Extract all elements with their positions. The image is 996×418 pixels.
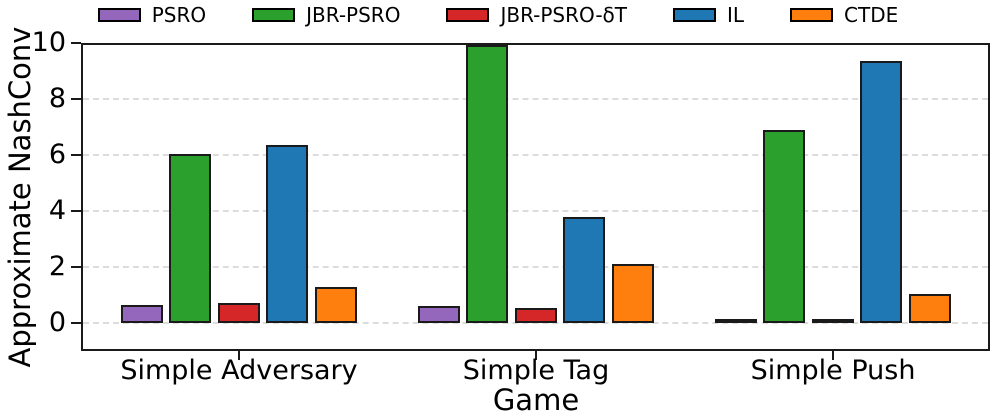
bar-IL-Simple Adversary xyxy=(266,145,309,323)
x-tick-label: Simple Push xyxy=(750,355,916,386)
x-tick-mark xyxy=(238,351,240,360)
y-tick-label: 6 xyxy=(48,139,66,170)
bar-JBR-PSRO-Simple Tag xyxy=(466,45,509,323)
bar-PSRO-Simple Tag xyxy=(418,306,460,323)
bar-JBR-PSRO-δT-Simple Adversary xyxy=(217,302,260,323)
y-tick-label: 10 xyxy=(31,27,66,58)
plot-area xyxy=(81,43,990,351)
bar-JBR-PSRO-δT-Simple Push xyxy=(811,318,854,323)
bar-CTDE-Simple Adversary xyxy=(314,287,357,323)
y-tick-mark xyxy=(71,154,81,156)
bar-PSRO-Simple Adversary xyxy=(121,304,163,323)
legend-item-3: IL xyxy=(673,3,744,27)
bar-JBR-PSRO-Simple Adversary xyxy=(169,153,212,323)
legend-swatch-icon xyxy=(673,8,716,22)
gridline-y2 xyxy=(83,266,988,268)
legend: PSRO JBR-PSRO JBR-PSRO-δT IL CTDE xyxy=(0,3,996,27)
x-axis-label: Game xyxy=(492,383,580,417)
y-tick-mark xyxy=(71,98,81,100)
legend-swatch-icon xyxy=(252,8,296,22)
y-tick-label: 2 xyxy=(48,251,66,282)
legend-item-1: JBR-PSRO xyxy=(252,3,400,27)
gridline-y4 xyxy=(83,210,988,212)
x-tick-mark xyxy=(832,351,834,360)
legend-swatch-icon xyxy=(97,8,141,22)
legend-item-0: PSRO xyxy=(97,3,207,27)
legend-swatch-icon xyxy=(790,8,834,22)
gridline-y8 xyxy=(83,98,988,100)
bar-IL-Simple Push xyxy=(860,61,903,323)
y-tick-mark xyxy=(71,322,81,324)
bar-CTDE-Simple Push xyxy=(908,294,951,323)
bar-JBR-PSRO-Simple Push xyxy=(763,129,806,323)
y-tick-label: 0 xyxy=(48,307,66,338)
y-tick-mark xyxy=(71,210,81,212)
gridline-y6 xyxy=(83,154,988,156)
x-tick-mark xyxy=(535,351,537,360)
x-tick-label: Simple Adversary xyxy=(120,355,358,386)
legend-label: IL xyxy=(727,3,745,27)
y-tick-mark xyxy=(71,42,81,44)
bar-JBR-PSRO-δT-Simple Tag xyxy=(514,308,557,323)
legend-label: CTDE xyxy=(844,3,899,27)
bar-IL-Simple Tag xyxy=(563,217,606,323)
legend-item-2: JBR-PSRO-δT xyxy=(446,3,627,27)
legend-label: JBR-PSRO-δT xyxy=(500,3,627,27)
y-tick-mark xyxy=(71,266,81,268)
gridline-y0 xyxy=(83,322,988,324)
y-tick-label: 4 xyxy=(48,195,66,226)
legend-label: PSRO xyxy=(151,3,207,27)
legend-swatch-icon xyxy=(446,8,490,22)
bar-CTDE-Simple Tag xyxy=(611,263,654,323)
bar-PSRO-Simple Push xyxy=(715,319,757,323)
y-tick-label: 8 xyxy=(48,83,66,114)
legend-label: JBR-PSRO xyxy=(306,3,401,27)
legend-item-4: CTDE xyxy=(790,3,898,27)
x-tick-label: Simple Tag xyxy=(462,355,610,386)
